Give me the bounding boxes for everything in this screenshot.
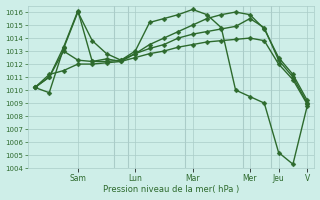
X-axis label: Pression niveau de la mer( hPa ): Pression niveau de la mer( hPa ) bbox=[103, 185, 239, 194]
